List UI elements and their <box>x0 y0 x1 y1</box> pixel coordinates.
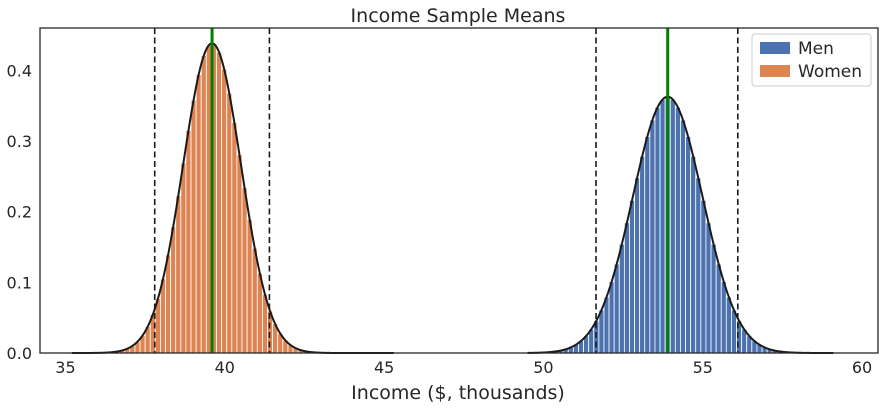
histogram-bar-women-21 <box>226 92 233 354</box>
legend-label-men: Men <box>798 39 834 59</box>
x-axis-label: Income ($, thousands) <box>351 382 565 404</box>
histogram-bar-men-25 <box>680 119 686 354</box>
histogram-bar-men-12 <box>613 263 620 354</box>
histogram-bar-women-10 <box>170 226 177 354</box>
histogram-bar-women-26 <box>251 247 258 354</box>
y-tick-label: 0.2 <box>7 203 32 222</box>
x-tick-label: 50 <box>533 358 553 377</box>
x-tick-label: 40 <box>215 358 235 377</box>
histogram-bar-men-10 <box>603 296 610 354</box>
histogram-bar-women-22 <box>231 122 238 354</box>
vertical-lines-layer <box>153 28 739 353</box>
histogram-bar-women-16 <box>200 55 207 354</box>
histogram-bar-men-26 <box>685 136 692 354</box>
histogram-bar-women-25 <box>246 218 253 354</box>
plot-frame <box>39 27 879 354</box>
histogram-bar-women-14 <box>190 99 197 354</box>
histogram-bar-men-19 <box>649 119 656 354</box>
histogram-bar-men-21 <box>659 99 666 354</box>
histogram-bar-men-20 <box>654 106 661 354</box>
y-tick-label: 0.0 <box>7 344 32 363</box>
histogram-bar-women-20 <box>221 68 228 354</box>
histogram-bar-men-27 <box>690 155 697 354</box>
chart-title: Income Sample Means <box>351 5 566 27</box>
x-tick-label: 45 <box>374 358 394 377</box>
y-tick-label: 0.1 <box>7 273 32 292</box>
histogram-bar-men-18 <box>644 136 651 354</box>
histogram-bar-men-9 <box>598 309 605 354</box>
histogram-bar-men-17 <box>639 155 646 354</box>
histogram-bar-men-14 <box>623 222 630 354</box>
histogram-bar-men-16 <box>634 177 641 354</box>
histogram-layer <box>119 43 783 354</box>
x-tick-label: 55 <box>693 358 713 377</box>
histogram-bar-men-33 <box>720 281 727 354</box>
histogram-bar-men-24 <box>674 106 681 354</box>
legend-swatch-men <box>760 42 790 54</box>
y-tick-label: 0.3 <box>7 132 32 151</box>
pdf-curve-1 <box>527 95 834 354</box>
histogram-bar-women-13 <box>185 130 192 354</box>
axes-layer: 35 40 45 50 55 60 0.0 0.1 0.2 0.3 0.4 <box>7 27 879 377</box>
legend-label-women: Women <box>798 62 862 82</box>
histogram-bar-women-24 <box>241 187 248 354</box>
histogram-bar-men-15 <box>629 200 635 354</box>
histogram-bar-women-15 <box>195 74 202 354</box>
histogram-bar-men-11 <box>608 281 615 354</box>
histogram-bar-men-34 <box>725 296 732 354</box>
histogram-bar-men-31 <box>710 243 717 354</box>
histogram-bar-women-23 <box>236 154 243 354</box>
histogram-bar-women-11 <box>175 195 182 354</box>
histogram-bar-women-12 <box>180 162 187 354</box>
histogram-bar-men-28 <box>695 177 702 354</box>
histogram-bar-men-32 <box>715 263 722 354</box>
legend: Men Women <box>751 33 872 87</box>
histogram-bar-men-35 <box>731 309 737 354</box>
histogram-bar-men-23 <box>669 99 676 354</box>
legend-swatch-women <box>760 65 790 77</box>
histogram-bar-women-9 <box>165 254 172 354</box>
histogram-bar-men-13 <box>618 243 625 354</box>
y-tick-label: 0.4 <box>7 61 32 80</box>
x-tick-label: 35 <box>55 358 75 377</box>
histogram-bar-men-29 <box>700 200 707 354</box>
histogram-bar-men-30 <box>705 222 712 354</box>
histogram-bar-women-19 <box>216 51 223 354</box>
x-tick-label: 60 <box>852 358 872 377</box>
